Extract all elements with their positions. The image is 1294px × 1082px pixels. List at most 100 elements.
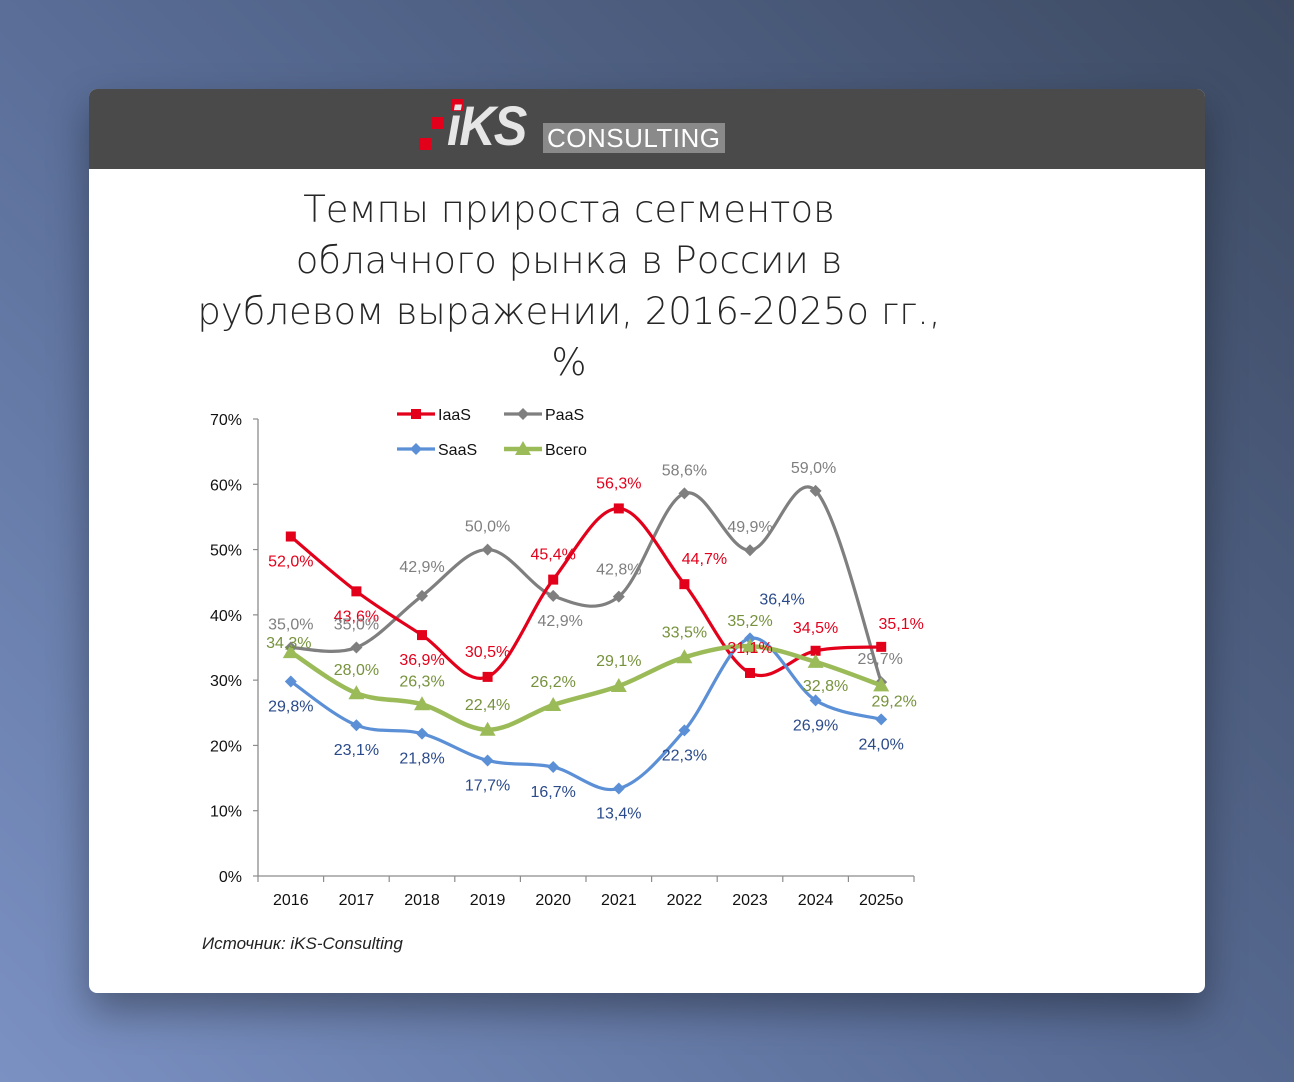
series-line xyxy=(289,636,883,792)
data-label: 28,0% xyxy=(334,662,379,679)
data-label: 23,1% xyxy=(334,742,379,759)
data-point-marker xyxy=(481,543,494,556)
data-label: 44,7% xyxy=(682,551,727,568)
x-tick-label: 2019 xyxy=(470,892,506,909)
logo-square-icon xyxy=(451,99,463,111)
data-point-marker xyxy=(875,713,888,726)
data-point-marker xyxy=(809,694,822,707)
data-label: 21,8% xyxy=(399,751,444,768)
y-tick-label: 30% xyxy=(210,673,242,690)
legend-label: IaaS xyxy=(438,407,471,424)
x-tick-label: 2025о xyxy=(859,892,904,909)
logo-square-icon xyxy=(419,138,431,150)
y-tick-label: 70% xyxy=(210,412,242,429)
data-label: 36,9% xyxy=(399,652,444,669)
data-point-marker xyxy=(810,645,821,656)
data-label: 35,0% xyxy=(268,617,313,634)
data-label: 34,3% xyxy=(266,635,311,652)
legend-label: PaaS xyxy=(545,407,584,424)
x-tick-label: 2022 xyxy=(667,892,703,909)
data-point-marker xyxy=(613,503,624,514)
chart-title-line: облачного рынка в России в xyxy=(295,239,843,282)
data-point-marker xyxy=(285,531,296,542)
line-chart: 0% 10% 20% 30% 40% 50% 60% 70% 2016 2017 2018 2019 2… xyxy=(210,407,924,909)
data-label: 42,8% xyxy=(596,562,641,579)
legend-marker xyxy=(517,408,529,420)
data-label: 31,1% xyxy=(727,640,772,657)
data-label: 34,5% xyxy=(793,620,838,637)
data-point-marker xyxy=(612,782,625,795)
data-point-marker xyxy=(679,579,690,590)
legend-label: SaaS xyxy=(438,442,477,459)
data-point-marker xyxy=(282,644,299,659)
data-point-marker xyxy=(807,653,824,668)
data-point-marker xyxy=(350,641,363,654)
data-point-marker xyxy=(481,754,494,767)
data-label: 49,9% xyxy=(727,519,772,536)
data-point-marker xyxy=(548,574,559,585)
logo-ks-text: iKS xyxy=(447,94,527,157)
data-point-marker xyxy=(809,484,822,497)
data-point-marker xyxy=(676,649,693,664)
data-label: 26,3% xyxy=(399,673,444,690)
chart-title-line: рублевом выражении, 2016-2025о гг., xyxy=(197,290,941,333)
data-label: 45,4% xyxy=(531,547,576,564)
data-label: 36,4% xyxy=(759,591,804,608)
data-point-marker xyxy=(479,721,496,736)
legend-marker xyxy=(410,443,422,455)
y-tick-label: 0% xyxy=(219,869,242,886)
data-point-marker xyxy=(417,630,427,641)
data-label: 56,3% xyxy=(596,475,641,492)
logo-consulting-text: CONSULTING xyxy=(543,123,725,153)
legend-marker xyxy=(515,441,531,455)
y-tick-label: 10% xyxy=(210,804,242,821)
y-tick-label: 40% xyxy=(210,608,242,625)
data-label: 29,8% xyxy=(268,698,313,715)
data-label: 26,2% xyxy=(531,674,576,691)
data-point-marker xyxy=(545,696,562,711)
data-point-marker xyxy=(351,586,362,597)
data-point-marker xyxy=(416,727,428,740)
x-tick-label: 2016 xyxy=(273,892,309,909)
data-point-marker xyxy=(348,685,365,700)
legend-marker xyxy=(411,409,421,419)
data-point-marker xyxy=(612,590,625,603)
data-label: 35,2% xyxy=(727,613,772,630)
source-note: Источник: iKS-Consulting xyxy=(202,934,403,953)
data-label: 22,4% xyxy=(465,697,510,714)
data-label: 13,4% xyxy=(596,806,641,823)
x-tick-label: 2017 xyxy=(339,892,375,909)
x-tick-label: 2018 xyxy=(404,892,440,909)
chart-title-line: Темпы прироста сегментов xyxy=(303,188,835,231)
data-label: 43,6% xyxy=(334,608,379,625)
data-point-marker xyxy=(876,641,887,652)
data-point-marker xyxy=(547,760,560,773)
data-label: 24,0% xyxy=(859,736,904,753)
data-label: 26,9% xyxy=(793,717,838,734)
data-label: 52,0% xyxy=(268,554,313,571)
data-point-marker xyxy=(350,719,363,732)
logo-square-icon xyxy=(432,117,444,129)
data-point-marker xyxy=(678,724,691,737)
x-tick-label: 2021 xyxy=(601,892,637,909)
series-line xyxy=(289,506,883,680)
header-bar: iKS CONSULTING xyxy=(89,89,1205,169)
data-point-marker xyxy=(284,675,297,688)
data-point-marker xyxy=(745,667,755,678)
data-label: 42,9% xyxy=(399,559,444,576)
x-tick-label: 2023 xyxy=(732,892,768,909)
data-label: 22,3% xyxy=(662,747,707,764)
data-label: 32,8% xyxy=(803,678,848,695)
data-point-marker xyxy=(610,678,627,693)
data-label: 29,7% xyxy=(858,651,903,668)
data-point-marker xyxy=(547,589,560,602)
chart-card: iKS CONSULTING Темпы прироста сегментов … xyxy=(89,89,1205,993)
data-label: 50,0% xyxy=(465,519,510,536)
data-label: 35,1% xyxy=(879,616,924,633)
data-point-marker xyxy=(482,671,493,682)
data-point-marker xyxy=(742,638,758,653)
data-label: 16,7% xyxy=(531,784,576,801)
data-label: 29,1% xyxy=(596,653,641,670)
data-label: 17,7% xyxy=(465,777,510,794)
data-point-marker xyxy=(414,696,430,711)
